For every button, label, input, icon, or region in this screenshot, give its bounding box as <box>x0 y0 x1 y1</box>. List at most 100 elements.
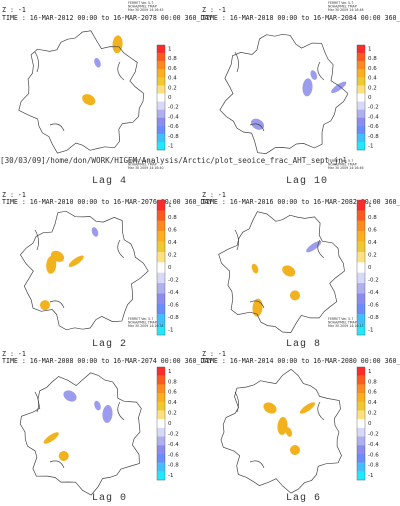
colorbar-cell <box>157 445 165 455</box>
coastline <box>19 210 149 331</box>
colorbar-tick-label: 0.4 <box>168 400 177 406</box>
anomaly-patch <box>46 255 57 274</box>
colorbar-tick-label: -0.2 <box>368 105 379 111</box>
anomaly-patch <box>82 94 96 106</box>
colorbar-cell <box>357 220 365 232</box>
colorbar-tick-label: 0.8 <box>168 379 177 385</box>
colorbar-tick-label: 0.8 <box>168 215 177 221</box>
colorbar-cell <box>157 471 165 481</box>
ferret-stamp: FERRET Ver. 5.7 <box>328 159 353 163</box>
colorbar-cell <box>157 241 165 253</box>
colorbar-cell <box>157 375 165 385</box>
colorbar-tick-label: 0 <box>168 265 172 271</box>
coastline <box>220 368 342 494</box>
colorbar-cell <box>357 210 365 221</box>
colorbar-cell <box>357 401 365 411</box>
colorbar-cell <box>157 462 165 472</box>
colorbar-tick-label: 0.2 <box>368 411 377 417</box>
colorbar-tick-label: 1 <box>168 47 172 53</box>
colorbar-cell <box>357 77 365 86</box>
colorbar-cell <box>357 283 365 294</box>
colorbar-tick-label: 0 <box>368 421 372 427</box>
ferret-stamp: NOAA/PMEL TMAP <box>128 320 157 324</box>
colorbar-tick-label: 1 <box>168 369 172 375</box>
anomaly-patch <box>251 263 259 274</box>
colorbar-cell <box>357 231 365 242</box>
colorbar-tick-label: -0.4 <box>368 442 379 448</box>
colorbar-cell <box>157 436 165 446</box>
coastline <box>234 229 325 309</box>
colorbar-tick-label: 0.8 <box>368 56 377 62</box>
z-label: Z : -1 <box>202 350 226 358</box>
anomaly-patch <box>94 57 101 68</box>
colorbar-tick-label: 0.8 <box>168 56 177 62</box>
ferret-stamp: Mar 30 2009 14:16:38 <box>128 324 164 328</box>
colorbar-cell <box>157 220 165 232</box>
ferret-stamp: Mar 30 2009 14:16:48 <box>328 8 364 12</box>
colorbar-cell <box>357 453 365 463</box>
colorbar-tick-label: 0.6 <box>368 66 377 72</box>
ferret-stamp: NOAA/PMEL TMAP <box>328 162 357 166</box>
time-label: TIME : 16-MAR-2012 00:00 to 16-MAR-2078 … <box>2 14 212 22</box>
colorbar-cell <box>357 141 365 151</box>
colorbar-cell <box>357 324 365 336</box>
colorbar-tick-label: 0.2 <box>368 253 377 259</box>
anomaly-patch <box>331 81 347 94</box>
colorbar-cell <box>357 303 365 315</box>
colorbar-tick-label: 0.4 <box>368 240 377 246</box>
colorbar-frame <box>156 366 166 481</box>
anomaly-patch <box>58 451 69 461</box>
colorbar-cell <box>357 251 365 263</box>
colorbar-cell <box>157 401 165 411</box>
colorbar-cell <box>357 272 365 284</box>
anomaly-patch <box>43 432 59 444</box>
colorbar-cell <box>157 272 165 284</box>
z-label: Z : -1 <box>2 6 26 14</box>
colorbar-frame <box>356 366 366 481</box>
script-path: [30/03/09]/home/don/WORK/HIGEM/Analysis/… <box>0 156 347 165</box>
colorbar-cell <box>157 210 165 221</box>
time-label: TIME : 16-MAR-2018 00:00 to 16-MAR-2084 … <box>202 14 400 22</box>
colorbar-tick-label: 1 <box>168 203 172 209</box>
colorbar-cell <box>157 45 165 54</box>
colorbar-tick-label: 0 <box>168 421 172 427</box>
colorbar-cell <box>157 303 165 315</box>
colorbar-frame <box>356 44 366 151</box>
colorbar-cell <box>157 93 165 102</box>
colorbar-cell <box>157 367 165 376</box>
z-label: Z : -1 <box>202 6 226 14</box>
ferret-stamp: Mar 30 2009 14:16:40 <box>128 166 164 170</box>
anomaly-patch <box>252 298 263 317</box>
anomaly-patch <box>285 427 293 437</box>
colorbar-cell <box>357 241 365 253</box>
colorbar-cell <box>357 69 365 78</box>
colorbar-cell <box>357 45 365 54</box>
colorbar-cell <box>157 53 165 62</box>
colorbar-tick-label: -1 <box>368 143 373 149</box>
colorbar-cell <box>357 384 365 394</box>
colorbar-cell <box>157 384 165 394</box>
colorbar-cell <box>157 453 165 463</box>
ferret-stamp: FERRET Ver. 5.7 <box>328 317 353 321</box>
colorbar-cell <box>357 427 365 437</box>
colorbar-cell <box>357 133 365 143</box>
coastline <box>34 391 125 469</box>
colorbar-tick-label: -0.4 <box>368 290 379 296</box>
lag-label: Lag 8 <box>286 339 321 350</box>
colorbar-cell <box>157 133 165 143</box>
coastline <box>18 30 145 154</box>
ferret-stamp: Mar 30 2009 14:16:45 <box>128 8 164 12</box>
colorbar-tick-label: 0.6 <box>368 390 377 396</box>
ferret-stamp: NOAA/PMEL TMAP <box>328 320 357 324</box>
colorbar-tick-label: -0.2 <box>168 277 179 283</box>
colorbar-tick-label: 0.6 <box>368 228 377 234</box>
colorbar-cell <box>157 125 165 135</box>
colorbar-tick-label: -1 <box>168 143 173 149</box>
time-label: TIME : 16-MAR-2014 00:00 to 16-MAR-2080 … <box>202 357 400 365</box>
anomaly-patch <box>310 70 318 80</box>
coastline <box>234 391 325 469</box>
anomaly-patch <box>40 300 50 311</box>
colorbar-cell <box>157 251 165 263</box>
colorbar-cell <box>157 427 165 437</box>
